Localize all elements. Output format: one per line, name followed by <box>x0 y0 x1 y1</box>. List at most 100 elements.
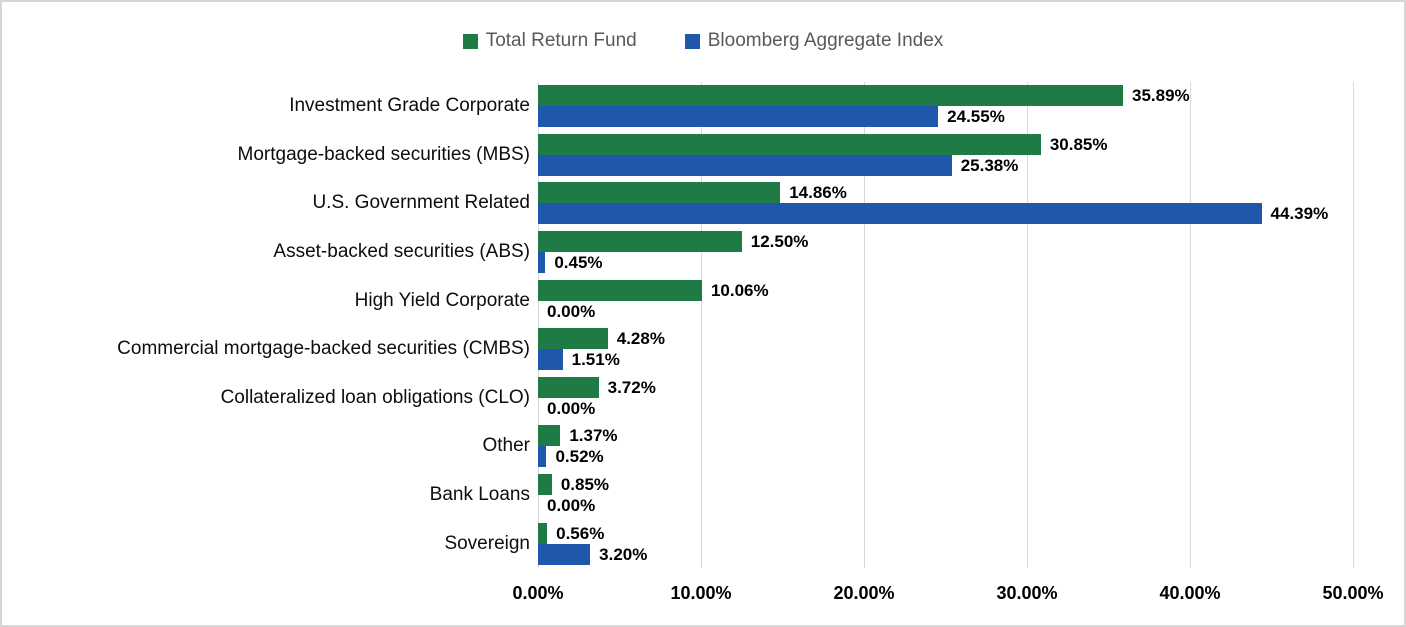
bar-total-return-fund <box>538 85 1123 107</box>
bar-bloomberg-aggregate-index <box>538 203 1262 225</box>
value-label: 3.20% <box>599 544 648 564</box>
category-label: High Yield Corporate <box>354 289 530 311</box>
category-label: U.S. Government Related <box>312 192 530 214</box>
gridline <box>701 82 702 568</box>
bar-line: 3.72% <box>538 376 1353 398</box>
category-label: Asset-backed securities (ABS) <box>273 241 530 263</box>
gridline <box>864 82 865 568</box>
gridline <box>1027 82 1028 568</box>
value-label: 0.52% <box>555 447 604 467</box>
x-axis: 0.00% 10.00% 20.00% 30.00% 40.00% 50.00% <box>512 583 1383 607</box>
value-label: 24.55% <box>947 107 1005 127</box>
value-label: 12.50% <box>750 232 809 252</box>
legend-label: Bloomberg Aggregate Index <box>707 30 944 51</box>
value-label: 44.39% <box>1270 204 1329 224</box>
bar-line: 14.86% <box>538 182 1353 204</box>
value-label: 0.00% <box>547 301 596 321</box>
value-label: 35.89% <box>1132 86 1190 106</box>
bar-line: 44.39% <box>538 203 1353 225</box>
bar-bloomberg-aggregate-index <box>538 543 591 565</box>
category-row: Commercial mortgage-backed securities (C… <box>2 325 1404 374</box>
bar-group: 1.37% 0.52% <box>538 425 1353 468</box>
bar-total-return-fund <box>538 425 561 447</box>
bar-line: 25.38% <box>538 154 1353 176</box>
legend-item-total-return-fund: Total Return Fund <box>462 30 637 52</box>
bar-group: 14.86% 44.39% <box>538 182 1353 225</box>
value-label: 1.37% <box>569 426 618 446</box>
value-label: 25.38% <box>960 155 1019 175</box>
category-label: Commercial mortgage-backed securities (C… <box>117 338 530 360</box>
bar-line: 0.00% <box>538 301 1353 322</box>
bar-total-return-fund <box>538 522 548 544</box>
bar-line: 0.45% <box>538 252 1353 274</box>
legend-swatch-icon <box>684 33 700 49</box>
gridline <box>1353 82 1354 568</box>
bar-line: 30.85% <box>538 133 1353 155</box>
bar-total-return-fund <box>538 279 702 301</box>
bar-line: 12.50% <box>538 231 1353 253</box>
category-label: Bank Loans <box>429 484 530 506</box>
value-label: 3.72% <box>607 377 656 397</box>
category-label: Mortgage-backed securities (MBS) <box>237 143 531 165</box>
x-axis-tick-label: 0.00% <box>512 583 564 603</box>
gridline <box>538 82 539 568</box>
x-axis-tick-label: 50.00% <box>1322 583 1384 603</box>
bar-group: 4.28% 1.51% <box>538 328 1353 371</box>
value-label: 0.45% <box>554 253 603 273</box>
value-label: 0.85% <box>560 475 610 495</box>
category-row: Bank Loans 0.85% 0.00% <box>2 471 1404 520</box>
bar-line: 10.06% <box>538 279 1353 301</box>
category-row: Collateralized loan obligations (CLO) 3.7… <box>2 374 1404 423</box>
chart-legend: Total Return Fund Bloomberg Aggregate In… <box>2 30 1404 52</box>
bar-group: 10.06% 0.00% <box>538 279 1353 322</box>
bar-line: 0.85% <box>538 474 1353 496</box>
bar-line: 35.89% <box>538 85 1353 107</box>
value-label: 0.00% <box>547 496 596 516</box>
bar-total-return-fund <box>538 474 552 496</box>
category-row: U.S. Government Related 14.86% 44.39% <box>2 179 1404 228</box>
legend-item-bloomberg-aggregate-index: Bloomberg Aggregate Index <box>684 30 944 52</box>
bar-total-return-fund <box>538 182 781 204</box>
category-row: Investment Grade Corporate 35.89% 24.55% <box>2 82 1404 131</box>
x-axis-tick-label: 30.00% <box>996 583 1058 603</box>
bar-total-return-fund <box>538 328 608 350</box>
bar-group: 3.72% 0.00% <box>538 376 1353 419</box>
bar-bloomberg-aggregate-index <box>538 154 952 176</box>
x-axis-tick-label: 20.00% <box>833 583 895 603</box>
bar-bloomberg-aggregate-index <box>538 252 546 274</box>
category-label: Other <box>482 435 530 457</box>
value-label: 30.85% <box>1049 134 1108 154</box>
plot-area <box>538 82 1354 568</box>
category-row: Asset-backed securities (ABS) 12.50% 0.45% <box>2 228 1404 277</box>
category-row: High Yield Corporate 10.06% 0.00% <box>2 276 1404 325</box>
value-label: 0.56% <box>556 523 605 543</box>
bar-line: 1.37% <box>538 425 1353 447</box>
bar-group: 35.89% 24.55% <box>538 85 1353 128</box>
legend-label: Total Return Fund <box>485 30 637 51</box>
value-label: 0.00% <box>547 398 596 418</box>
bar-line: 4.28% <box>538 328 1353 350</box>
bar-bloomberg-aggregate-index <box>538 106 939 128</box>
bar-group: 12.50% 0.45% <box>538 231 1353 274</box>
bar-bloomberg-aggregate-index <box>538 349 563 371</box>
bar-line: 0.56% <box>538 522 1353 544</box>
bar-group: 30.85% 25.38% <box>538 133 1353 176</box>
x-axis-tick-label: 10.00% <box>670 583 732 603</box>
bar-bloomberg-aggregate-index <box>538 446 547 468</box>
category-row: Other 1.37% 0.52% <box>2 422 1404 471</box>
bar-line: 0.52% <box>538 446 1353 468</box>
bar-line: 0.00% <box>538 495 1353 516</box>
gridline <box>1190 82 1191 568</box>
bar-total-return-fund <box>538 133 1041 155</box>
category-row: Sovereign 0.56% 3.20% <box>2 519 1404 568</box>
x-axis-tick-label: 40.00% <box>1159 583 1221 603</box>
category-label: Collateralized loan obligations (CLO) <box>220 386 530 408</box>
value-label: 4.28% <box>616 329 665 349</box>
bar-line: 3.20% <box>538 543 1353 565</box>
value-label: 14.86% <box>789 183 847 203</box>
bar-line: 24.55% <box>538 106 1353 128</box>
value-label: 1.51% <box>571 350 620 370</box>
legend-swatch-icon <box>462 33 478 49</box>
bar-total-return-fund <box>538 231 742 253</box>
